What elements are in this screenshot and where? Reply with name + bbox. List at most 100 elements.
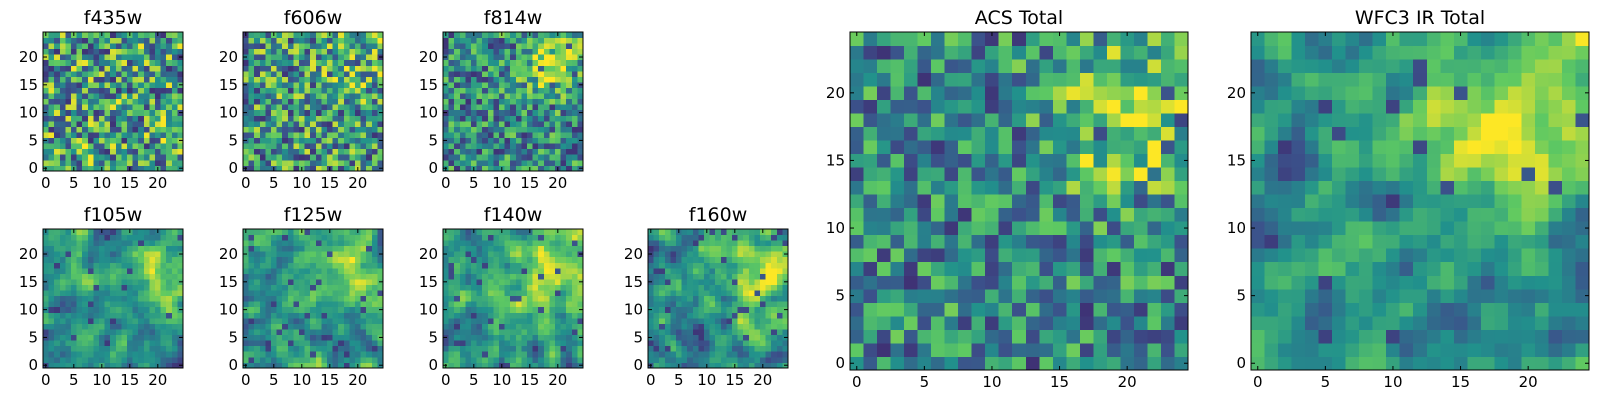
heatmap-cell — [243, 154, 249, 161]
heatmap-cell — [132, 317, 139, 324]
heatmap-cell — [1066, 207, 1081, 222]
heatmap-cell — [482, 312, 489, 319]
heatmap-cell — [487, 256, 494, 263]
heatmap-cell — [377, 87, 384, 94]
heatmap-cell — [104, 54, 111, 61]
heatmap-cell — [48, 295, 55, 302]
heatmap-cell — [571, 251, 578, 258]
heatmap-cell — [538, 115, 545, 122]
heatmap-cell — [138, 148, 145, 155]
heatmap-cell — [527, 301, 533, 308]
heatmap-cell — [527, 59, 533, 66]
heatmap-cell — [732, 279, 738, 285]
heatmap-cell — [43, 351, 49, 358]
heatmap-cell — [59, 148, 66, 155]
heatmap-cell — [138, 234, 145, 241]
heatmap-cell — [487, 340, 494, 347]
heatmap-cell — [560, 165, 567, 172]
x-tick-label: 0 — [441, 371, 451, 389]
heatmap-cell — [349, 148, 356, 155]
heatmap-cell — [715, 267, 722, 274]
x-tick-label: 20 — [348, 174, 367, 192]
heatmap-cell — [132, 279, 139, 285]
heatmap-cell — [532, 351, 539, 358]
heatmap-cell — [332, 279, 339, 285]
heatmap-cell — [349, 362, 356, 369]
heatmap-cell — [276, 351, 283, 358]
heatmap-cell — [577, 284, 584, 291]
heatmap-cell — [321, 154, 328, 161]
heatmap-cell — [904, 315, 918, 330]
heatmap-cell — [265, 362, 272, 369]
heatmap-cell — [276, 251, 283, 258]
heatmap-cell — [338, 37, 345, 44]
heatmap-cell — [653, 229, 660, 235]
heatmap-cell — [287, 340, 294, 347]
heatmap-cell — [166, 65, 173, 72]
heatmap-cell — [115, 234, 122, 241]
heatmap-cell — [310, 251, 317, 258]
heatmap-cell — [259, 48, 266, 55]
heatmap-cell — [243, 295, 249, 302]
heatmap-cell — [504, 120, 511, 127]
heatmap-cell — [87, 76, 94, 83]
heatmap-cell — [681, 317, 688, 324]
heatmap-cell — [287, 148, 294, 155]
heatmap-cell — [493, 229, 500, 235]
heatmap-cell — [138, 87, 145, 94]
heatmap-cell — [510, 301, 517, 308]
heatmap-cell — [48, 362, 55, 369]
heatmap-cell — [521, 165, 528, 172]
heatmap-cell — [59, 334, 66, 341]
heatmap-cell — [310, 301, 317, 308]
heatmap-cell — [459, 154, 466, 161]
heatmap-cell — [454, 148, 461, 155]
heatmap-cell — [127, 262, 133, 269]
heatmap-cell — [332, 256, 339, 263]
heatmap-cell — [304, 262, 311, 269]
heatmap-cell — [664, 317, 671, 324]
heatmap-cell — [310, 43, 317, 50]
heatmap-cell — [121, 54, 128, 61]
heatmap-cell — [299, 345, 305, 352]
heatmap-cell — [171, 234, 178, 241]
heatmap-cell — [265, 295, 272, 302]
heatmap-cell — [121, 109, 128, 116]
heatmap-cell — [377, 234, 384, 241]
heatmap-cell — [1025, 329, 1040, 344]
heatmap-cell — [782, 256, 789, 263]
heatmap-cell — [87, 137, 94, 144]
heatmap-cell — [54, 256, 61, 263]
heatmap-cell — [704, 323, 710, 330]
heatmap-cell — [549, 159, 556, 166]
heatmap-cell — [653, 312, 660, 319]
heatmap-cell — [177, 32, 184, 38]
heatmap-cell — [487, 115, 494, 122]
heatmap-cell — [1079, 275, 1094, 290]
heatmap-cell — [71, 351, 77, 358]
heatmap-cell — [504, 104, 511, 111]
heatmap-cell — [166, 356, 173, 363]
heatmap-cell — [304, 159, 311, 166]
heatmap-cell — [127, 82, 133, 88]
heatmap-cell — [692, 301, 699, 308]
heatmap-cell — [321, 143, 328, 150]
heatmap-cell — [243, 351, 249, 358]
heatmap-cell — [687, 334, 694, 341]
heatmap-cell — [527, 306, 533, 313]
heatmap-cell — [366, 132, 373, 139]
heatmap-cell — [332, 295, 339, 302]
heatmap-cell — [259, 93, 266, 100]
heatmap-cell — [315, 279, 322, 285]
heatmap-cell — [515, 245, 522, 252]
heatmap-cell — [560, 137, 567, 144]
heatmap-cell — [315, 120, 322, 127]
heatmap-cell — [377, 115, 384, 122]
heatmap-cell — [493, 323, 500, 330]
heatmap-cell — [577, 356, 584, 363]
heatmap-cell — [487, 59, 494, 66]
heatmap-cell — [715, 301, 722, 308]
heatmap-cell — [1106, 180, 1121, 195]
heatmap-cell — [1120, 194, 1135, 209]
